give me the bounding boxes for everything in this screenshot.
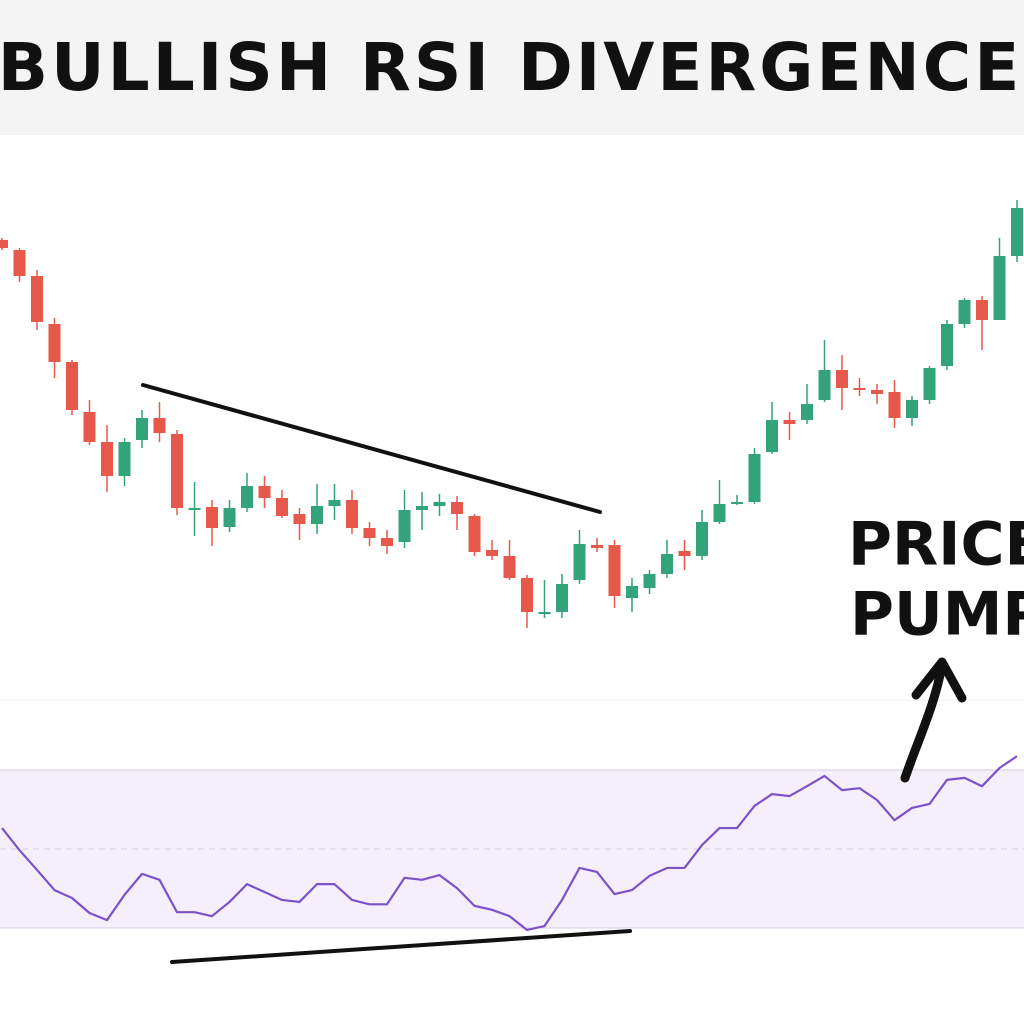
candle-body [381, 538, 393, 546]
candle-body [836, 370, 848, 388]
candle-body [853, 388, 866, 390]
candle-body [976, 300, 988, 320]
candle-body [608, 545, 621, 596]
candle-body [993, 256, 1006, 320]
candle-body [591, 545, 603, 548]
candle-body [871, 390, 883, 394]
candle-body [83, 412, 96, 442]
candle-body [118, 442, 131, 476]
candle-body [661, 554, 673, 574]
candle-body [643, 574, 656, 588]
candle-body [0, 240, 8, 248]
candle-body [556, 584, 568, 612]
annotation: PRICE [848, 510, 1024, 580]
candle-body [521, 578, 533, 612]
candle-body [573, 544, 586, 580]
candle-body [696, 522, 708, 556]
candle-body [188, 508, 201, 510]
price-panel [0, 200, 1023, 628]
rsi-trendline [170, 929, 632, 964]
candle-body [153, 418, 166, 433]
candle-body [241, 486, 253, 508]
candle-body [626, 586, 638, 598]
candle-body [503, 556, 516, 578]
candle-body [801, 404, 813, 420]
candle-body [713, 504, 726, 522]
annotation: PUMP [850, 580, 1024, 650]
candle-body [398, 510, 411, 542]
candle-body [293, 514, 306, 524]
candle-body [136, 418, 148, 440]
candle-body [206, 507, 218, 528]
candle-body [766, 420, 778, 452]
candle-body [1011, 208, 1023, 256]
candle-body [906, 400, 918, 418]
candle-body [923, 368, 936, 400]
arrow [900, 660, 947, 783]
candle-body [346, 500, 358, 528]
candle-body [538, 612, 551, 614]
candle-body [31, 276, 43, 322]
candle-body [48, 324, 61, 362]
candle-body [468, 516, 481, 552]
candle-body [433, 502, 446, 506]
candle-body [818, 370, 831, 400]
candle-body [941, 324, 953, 366]
candle-body [223, 508, 236, 527]
candle-body [171, 434, 183, 508]
candle-body [783, 420, 796, 424]
candle-body [101, 442, 113, 476]
candle-body [328, 500, 341, 506]
candle-body [416, 506, 428, 510]
rsi-line [1, 755, 1018, 932]
rsi-panel [0, 755, 1024, 932]
candle-body [363, 528, 376, 538]
candle-body [258, 486, 271, 498]
candle-body [731, 502, 743, 504]
candle-body [311, 506, 323, 524]
arrow-head [911, 657, 967, 703]
candle-body [13, 250, 26, 276]
chart-title: BULLISH RSI DIVERGENCE [0, 29, 1022, 106]
candle-body [958, 300, 971, 324]
candle-body [276, 498, 288, 516]
candle-body [748, 454, 761, 502]
price-trendline [141, 383, 602, 514]
candle-body [486, 550, 498, 556]
candle-body [451, 502, 463, 514]
candle-body [66, 362, 78, 410]
candle-body [888, 392, 901, 418]
title-band [0, 0, 1024, 135]
candle-body [678, 551, 691, 556]
